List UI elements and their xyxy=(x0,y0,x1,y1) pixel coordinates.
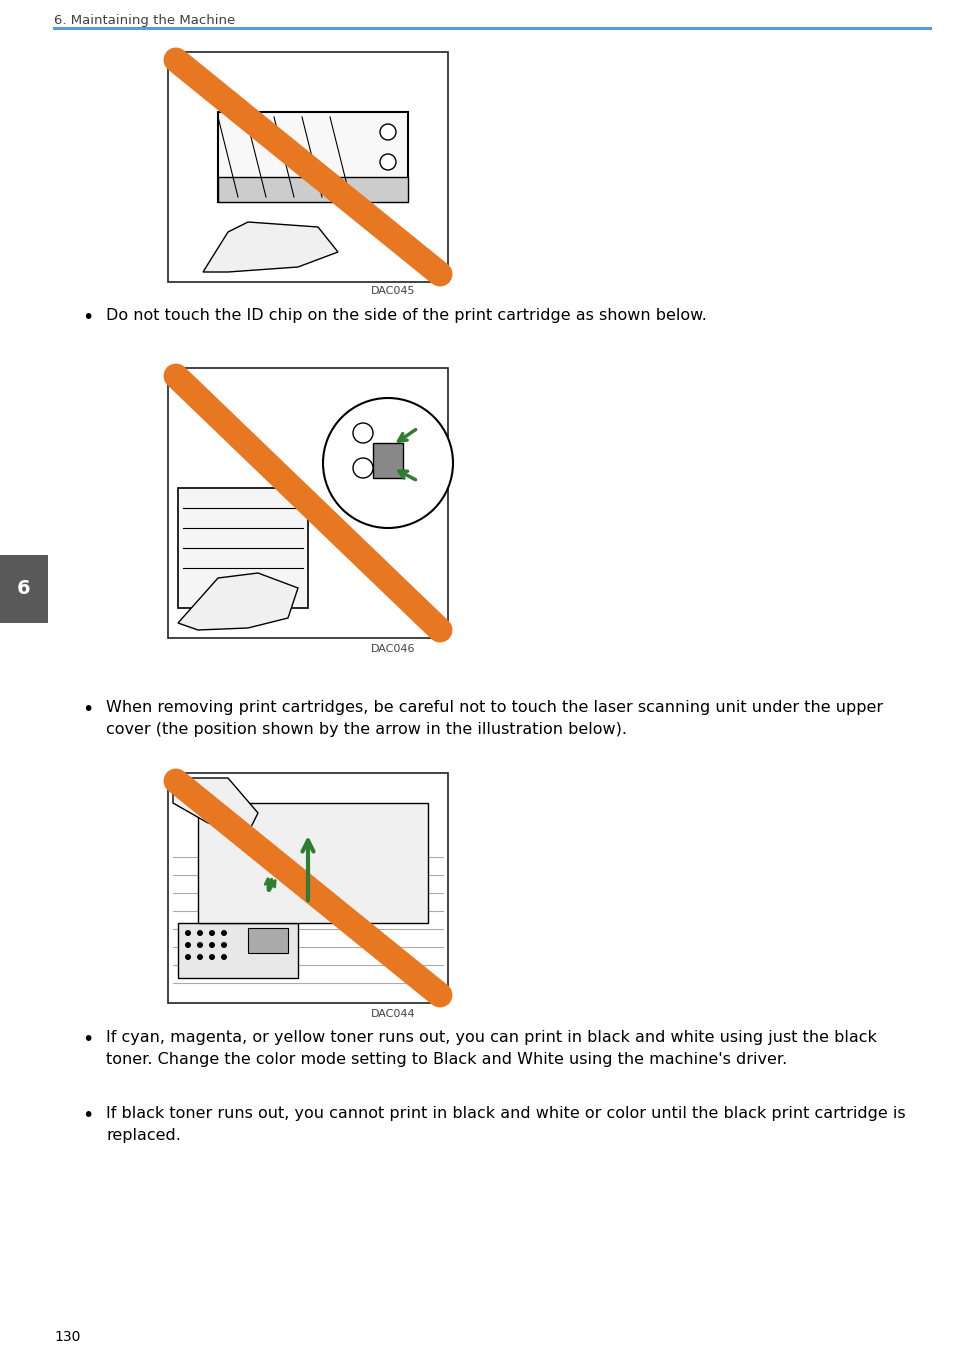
Polygon shape xyxy=(178,573,298,630)
Bar xyxy=(168,772,448,1004)
Text: 130: 130 xyxy=(54,1330,81,1344)
Circle shape xyxy=(185,953,191,960)
Text: DAC046: DAC046 xyxy=(370,645,415,654)
Circle shape xyxy=(380,154,396,170)
Text: When removing print cartridges, be careful not to touch the laser scanning unit : When removing print cartridges, be caref… xyxy=(106,700,883,715)
Text: cover (the position shown by the arrow in the illustration below).: cover (the position shown by the arrow i… xyxy=(106,722,627,737)
Bar xyxy=(373,443,403,477)
Circle shape xyxy=(380,124,396,140)
Bar xyxy=(168,369,448,638)
Polygon shape xyxy=(203,222,338,272)
Text: DAC044: DAC044 xyxy=(370,1009,415,1019)
Text: If black toner runs out, you cannot print in black and white or color until the : If black toner runs out, you cannot prin… xyxy=(106,1106,905,1121)
Polygon shape xyxy=(173,778,258,832)
Bar xyxy=(178,488,308,608)
Circle shape xyxy=(221,942,227,948)
Circle shape xyxy=(185,930,191,936)
Bar xyxy=(178,923,298,978)
Circle shape xyxy=(323,398,453,528)
Text: Do not touch the ID chip on the side of the print cartridge as shown below.: Do not touch the ID chip on the side of … xyxy=(106,307,707,324)
Bar xyxy=(0,555,48,623)
Circle shape xyxy=(185,942,191,948)
Bar xyxy=(168,52,448,282)
Circle shape xyxy=(209,930,215,936)
Bar xyxy=(198,802,428,923)
Circle shape xyxy=(221,930,227,936)
Text: •: • xyxy=(82,307,94,326)
Text: toner. Change the color mode setting to Black and White using the machine's driv: toner. Change the color mode setting to … xyxy=(106,1053,787,1068)
Circle shape xyxy=(353,423,373,443)
Circle shape xyxy=(197,930,203,936)
Text: •: • xyxy=(82,1106,94,1125)
Text: DAC045: DAC045 xyxy=(370,286,415,296)
Circle shape xyxy=(221,953,227,960)
Text: 6: 6 xyxy=(17,579,31,598)
Text: 6. Maintaining the Machine: 6. Maintaining the Machine xyxy=(54,14,235,27)
Bar xyxy=(218,177,408,203)
Circle shape xyxy=(197,953,203,960)
Text: •: • xyxy=(82,1030,94,1049)
Text: replaced.: replaced. xyxy=(106,1127,181,1142)
Circle shape xyxy=(209,953,215,960)
Circle shape xyxy=(209,942,215,948)
Bar xyxy=(248,928,288,953)
Text: •: • xyxy=(82,700,94,719)
Circle shape xyxy=(353,458,373,477)
Text: If cyan, magenta, or yellow toner runs out, you can print in black and white usi: If cyan, magenta, or yellow toner runs o… xyxy=(106,1030,877,1044)
Circle shape xyxy=(197,942,203,948)
Bar xyxy=(218,112,408,203)
